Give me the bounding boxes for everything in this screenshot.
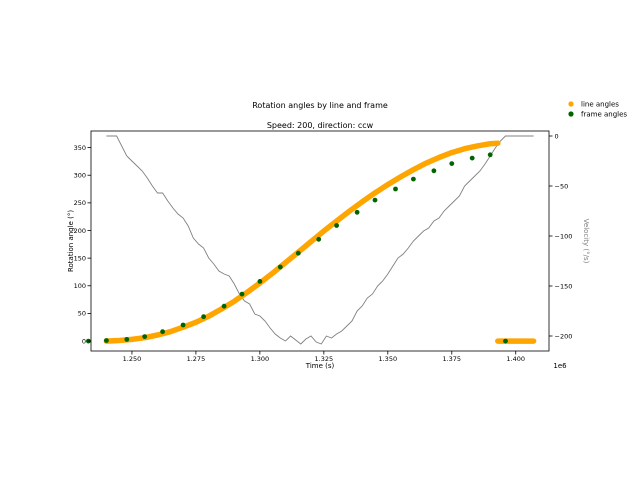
frame-angle-point <box>411 176 416 182</box>
x-tick-label: 1.275 <box>187 355 206 363</box>
x-tick-label: 1.300 <box>251 355 270 363</box>
plot-frame <box>90 130 550 352</box>
chart-title: Rotation angles by line and frame <box>252 101 388 110</box>
frame-angle-point <box>431 168 437 174</box>
y2-axis-label: Velocity (°/s) <box>582 219 590 264</box>
frame-angle-point <box>449 161 455 167</box>
velocity-series <box>106 135 534 345</box>
frame-angle-point <box>487 152 493 158</box>
legend-marker-line-angles <box>568 101 574 107</box>
y2-tick-label: −150 <box>555 282 573 290</box>
x-tick-label: 1.325 <box>315 355 334 363</box>
frame-angle-point <box>221 303 227 309</box>
frame-angle-point <box>316 236 322 242</box>
y-tick-label: 350 <box>74 144 86 152</box>
y-tick-label: 300 <box>74 172 86 180</box>
y-tick-label: 150 <box>74 254 86 262</box>
legend: line angles frame angles <box>568 101 627 119</box>
y2-tick-label: −100 <box>555 232 573 240</box>
x-axis: 1.250 1.275 1.300 1.325 1.350 1.375 1.400 <box>123 351 525 363</box>
x-tick-label: 1.375 <box>442 355 461 363</box>
chart-subtitle: Speed: 200, direction: ccw <box>267 121 374 130</box>
y-tick-label: 250 <box>74 199 86 207</box>
y2-tick-label: −200 <box>555 332 573 340</box>
frame-angle-point <box>277 264 283 270</box>
line-angles-series <box>103 140 537 344</box>
frame-angle-point <box>180 322 186 328</box>
frame-angle-point <box>160 329 166 335</box>
frame-angles-series <box>86 152 508 344</box>
x-tick-label: 1.400 <box>506 355 525 363</box>
frame-angle-point <box>469 155 475 161</box>
frame-angle-point <box>393 186 398 192</box>
x-axis-label: Time (s) <box>305 362 335 370</box>
y-axis-label: Rotation angle (°) <box>67 210 75 272</box>
y-tick-label: 50 <box>78 310 86 318</box>
frame-angle-point <box>104 338 109 343</box>
line-angles-segment-0 <box>103 140 501 344</box>
x-tick-label: 1.250 <box>123 355 142 363</box>
x-offset-label: 1e6 <box>553 362 567 370</box>
frame-angle-point <box>142 334 148 339</box>
frame-angle-point <box>354 209 360 215</box>
y-tick-label: 100 <box>74 282 86 290</box>
y2-tick-label: 0 <box>555 132 559 140</box>
legend-label-frame-angles: frame angles <box>581 111 627 119</box>
frame-angle-point <box>239 291 245 297</box>
y-tick-label: 200 <box>74 227 86 235</box>
y-axis-right: 0 −50 −100 −150 −200 <box>549 132 572 340</box>
legend-label-line-angles: line angles <box>581 101 619 109</box>
y-axis-left: 0 50 100 150 200 250 300 350 <box>74 144 91 345</box>
frame-angle-point <box>201 314 207 320</box>
frame-angle-point <box>372 197 378 203</box>
legend-marker-frame-angles <box>568 111 574 117</box>
frame-angle-point <box>124 337 130 342</box>
frame-angle-point <box>503 338 508 344</box>
x-tick-label: 1.350 <box>378 355 397 363</box>
frame-angle-point <box>257 279 263 284</box>
velocity-line <box>106 135 534 345</box>
frame-angle-point <box>295 250 301 256</box>
y2-tick-label: −50 <box>555 182 569 190</box>
y-tick-label: 0 <box>82 337 86 345</box>
frame-angle-point <box>334 223 339 228</box>
